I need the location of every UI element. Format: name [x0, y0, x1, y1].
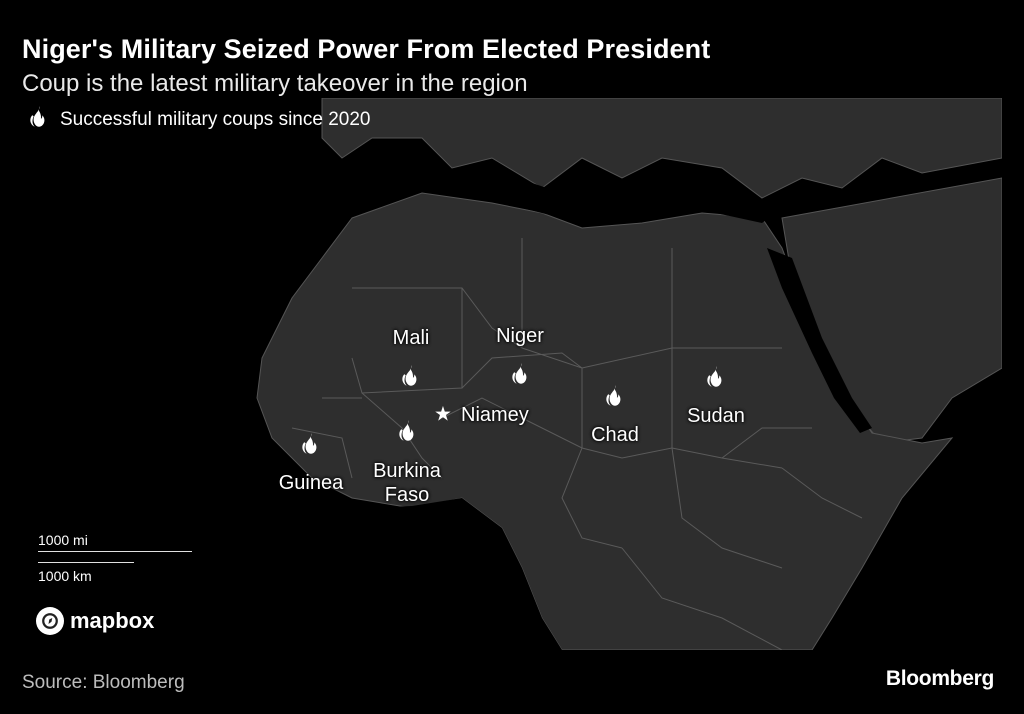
mapbox-icon: [36, 607, 64, 635]
scale-miles-label: 1000 mi: [38, 532, 88, 548]
fire-icon: [302, 433, 317, 454]
europe-landmass: [321, 98, 1002, 199]
africa-map[interactable]: [22, 98, 1002, 650]
fire-icon: [512, 363, 527, 384]
scale-miles-line: [38, 551, 192, 552]
bloomberg-logo: Bloomberg: [885, 667, 994, 690]
mapbox-text: mapbox: [70, 608, 155, 633]
chart-title: Niger's Military Seized Power From Elect…: [22, 34, 711, 64]
star-icon: ★: [434, 403, 452, 426]
africa-landmass: [256, 192, 954, 650]
fire-icon: [707, 366, 722, 387]
fire-icon: [402, 365, 417, 386]
label-sudan: Sudan: [687, 405, 745, 427]
fire-icon: [399, 420, 414, 441]
mediterranean: [442, 168, 782, 223]
label-niger: Niger: [496, 325, 544, 347]
chart-subtitle: Coup is the latest military takeover in …: [22, 70, 528, 97]
label-guinea: Guinea: [278, 472, 344, 494]
fire-icon: [606, 385, 621, 406]
red-sea: [767, 248, 872, 433]
mapbox-logo[interactable]: mapbox: [36, 607, 154, 635]
label-burkina-faso: Burkina Faso: [373, 460, 441, 506]
label-chad: Chad: [591, 424, 639, 446]
legend-label: Successful military coups since 2020: [60, 109, 371, 130]
label-niamey: Niamey: [461, 404, 529, 426]
source-note: Source: Bloomberg: [22, 672, 185, 693]
scale-km-line: [38, 562, 134, 563]
fire-icon: [26, 104, 52, 136]
label-mali: Mali: [392, 327, 430, 349]
scale-km-label: 1000 km: [38, 568, 92, 584]
legend: Successful military coups since 2020: [26, 106, 370, 134]
gulf-of-guinea: [322, 498, 562, 650]
